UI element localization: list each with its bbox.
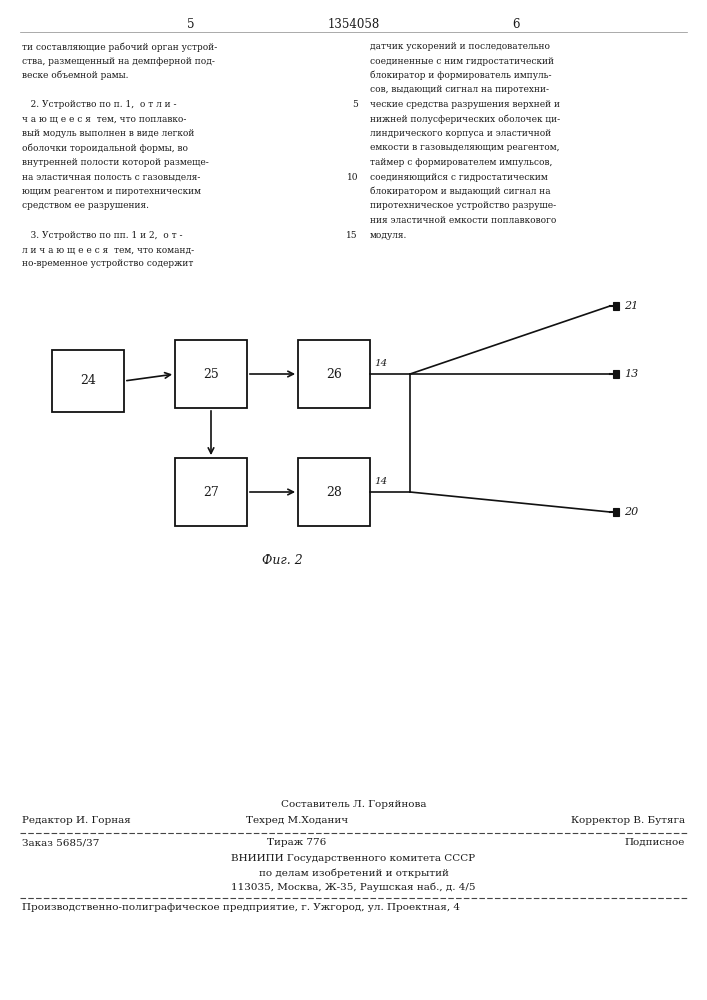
Text: 14: 14 (374, 359, 387, 368)
Text: 3. Устройство по пп. 1 и 2,  о т -: 3. Устройство по пп. 1 и 2, о т - (22, 231, 182, 239)
Text: ВНИИПИ Государственного комитета СССР: ВНИИПИ Государственного комитета СССР (231, 854, 476, 863)
Text: емкости в газовыделяющим реагентом,: емкости в газовыделяющим реагентом, (370, 143, 559, 152)
Text: нижней полусферических оболочек ци-: нижней полусферических оболочек ци- (370, 114, 560, 124)
Text: Редактор И. Горная: Редактор И. Горная (22, 816, 131, 825)
Text: 13: 13 (624, 369, 638, 379)
Bar (298, 340, 370, 408)
Text: Техред М.Ходанич: Техред М.Ходанич (246, 816, 348, 825)
Text: ч а ю щ е е с я  тем, что поплавко-: ч а ю щ е е с я тем, что поплавко- (22, 114, 187, 123)
Text: 21: 21 (624, 301, 638, 311)
Text: модуля.: модуля. (370, 231, 407, 239)
Text: ния эластичной емкости поплавкового: ния эластичной емкости поплавкового (370, 216, 556, 225)
Bar (613, 302, 619, 310)
Text: на эластичная полость с газовыделя-: на эластичная полость с газовыделя- (22, 172, 200, 182)
Bar (298, 458, 370, 526)
Text: 14: 14 (374, 477, 387, 486)
Text: пиротехническое устройство разруше-: пиротехническое устройство разруше- (370, 202, 556, 211)
Text: вый модуль выполнен в виде легкой: вый модуль выполнен в виде легкой (22, 129, 194, 138)
Text: 24: 24 (80, 374, 96, 387)
Text: линдрического корпуса и эластичной: линдрического корпуса и эластичной (370, 129, 551, 138)
Text: ти составляющие рабочий орган устрой-: ти составляющие рабочий орган устрой- (22, 42, 217, 51)
Text: л и ч а ю щ е е с я  тем, что команд-: л и ч а ю щ е е с я тем, что команд- (22, 245, 194, 254)
Text: ства, размещенный на демпферной под-: ства, размещенный на демпферной под- (22, 56, 215, 66)
Bar (175, 458, 247, 526)
Text: 26: 26 (326, 367, 342, 380)
Text: Составитель Л. Горяйнова: Составитель Л. Горяйнова (281, 800, 426, 809)
Text: соединенные с ним гидростатический: соединенные с ним гидростатический (370, 56, 554, 66)
Bar (52, 350, 124, 412)
Text: таймер с формирователем импульсов,: таймер с формирователем импульсов, (370, 158, 552, 167)
Text: Подписное: Подписное (624, 838, 685, 847)
Text: но-временное устройство содержит: но-временное устройство содержит (22, 259, 194, 268)
Text: ческие средства разрушения верхней и: ческие средства разрушения верхней и (370, 100, 560, 109)
Text: оболочки тороидальной формы, во: оболочки тороидальной формы, во (22, 143, 188, 153)
Text: 10: 10 (346, 172, 358, 182)
Text: Фиг. 2: Фиг. 2 (262, 554, 303, 567)
Text: 1354058: 1354058 (327, 18, 380, 31)
Text: веске объемной рамы.: веске объемной рамы. (22, 71, 129, 81)
Text: по делам изобретений и открытий: по делам изобретений и открытий (259, 868, 448, 878)
Text: внутренней полости которой размеще-: внутренней полости которой размеще- (22, 158, 209, 167)
Text: 5: 5 (187, 18, 194, 31)
Text: 27: 27 (203, 486, 219, 498)
Text: 25: 25 (203, 367, 219, 380)
Text: блокиратор и формирователь импуль-: блокиратор и формирователь импуль- (370, 71, 551, 81)
Text: соединяющийся с гидростатическим: соединяющийся с гидростатическим (370, 172, 548, 182)
Text: Заказ 5685/37: Заказ 5685/37 (22, 838, 100, 847)
Text: 2. Устройство по п. 1,  о т л и -: 2. Устройство по п. 1, о т л и - (22, 100, 177, 109)
Text: блокиратором и выдающий сигнал на: блокиратором и выдающий сигнал на (370, 187, 551, 196)
Text: 20: 20 (624, 507, 638, 517)
Text: Производственно-полиграфическое предприятие, г. Ужгород, ул. Проектная, 4: Производственно-полиграфическое предприя… (22, 903, 460, 912)
Text: Тираж 776: Тираж 776 (267, 838, 327, 847)
Text: 28: 28 (326, 486, 342, 498)
Text: 6: 6 (513, 18, 520, 31)
Text: средством ее разрушения.: средством ее разрушения. (22, 202, 149, 211)
Bar (613, 370, 619, 378)
Text: 15: 15 (346, 231, 358, 239)
Text: 113035, Москва, Ж-35, Раушская наб., д. 4/5: 113035, Москва, Ж-35, Раушская наб., д. … (231, 882, 476, 892)
Text: датчик ускорений и последовательно: датчик ускорений и последовательно (370, 42, 550, 51)
Text: сов, выдающий сигнал на пиротехни-: сов, выдающий сигнал на пиротехни- (370, 86, 549, 95)
Bar (613, 508, 619, 516)
Text: Корректор В. Бутяга: Корректор В. Бутяга (571, 816, 685, 825)
Text: 5: 5 (352, 100, 358, 109)
Bar (175, 340, 247, 408)
Text: ющим реагентом и пиротехническим: ющим реагентом и пиротехническим (22, 187, 201, 196)
